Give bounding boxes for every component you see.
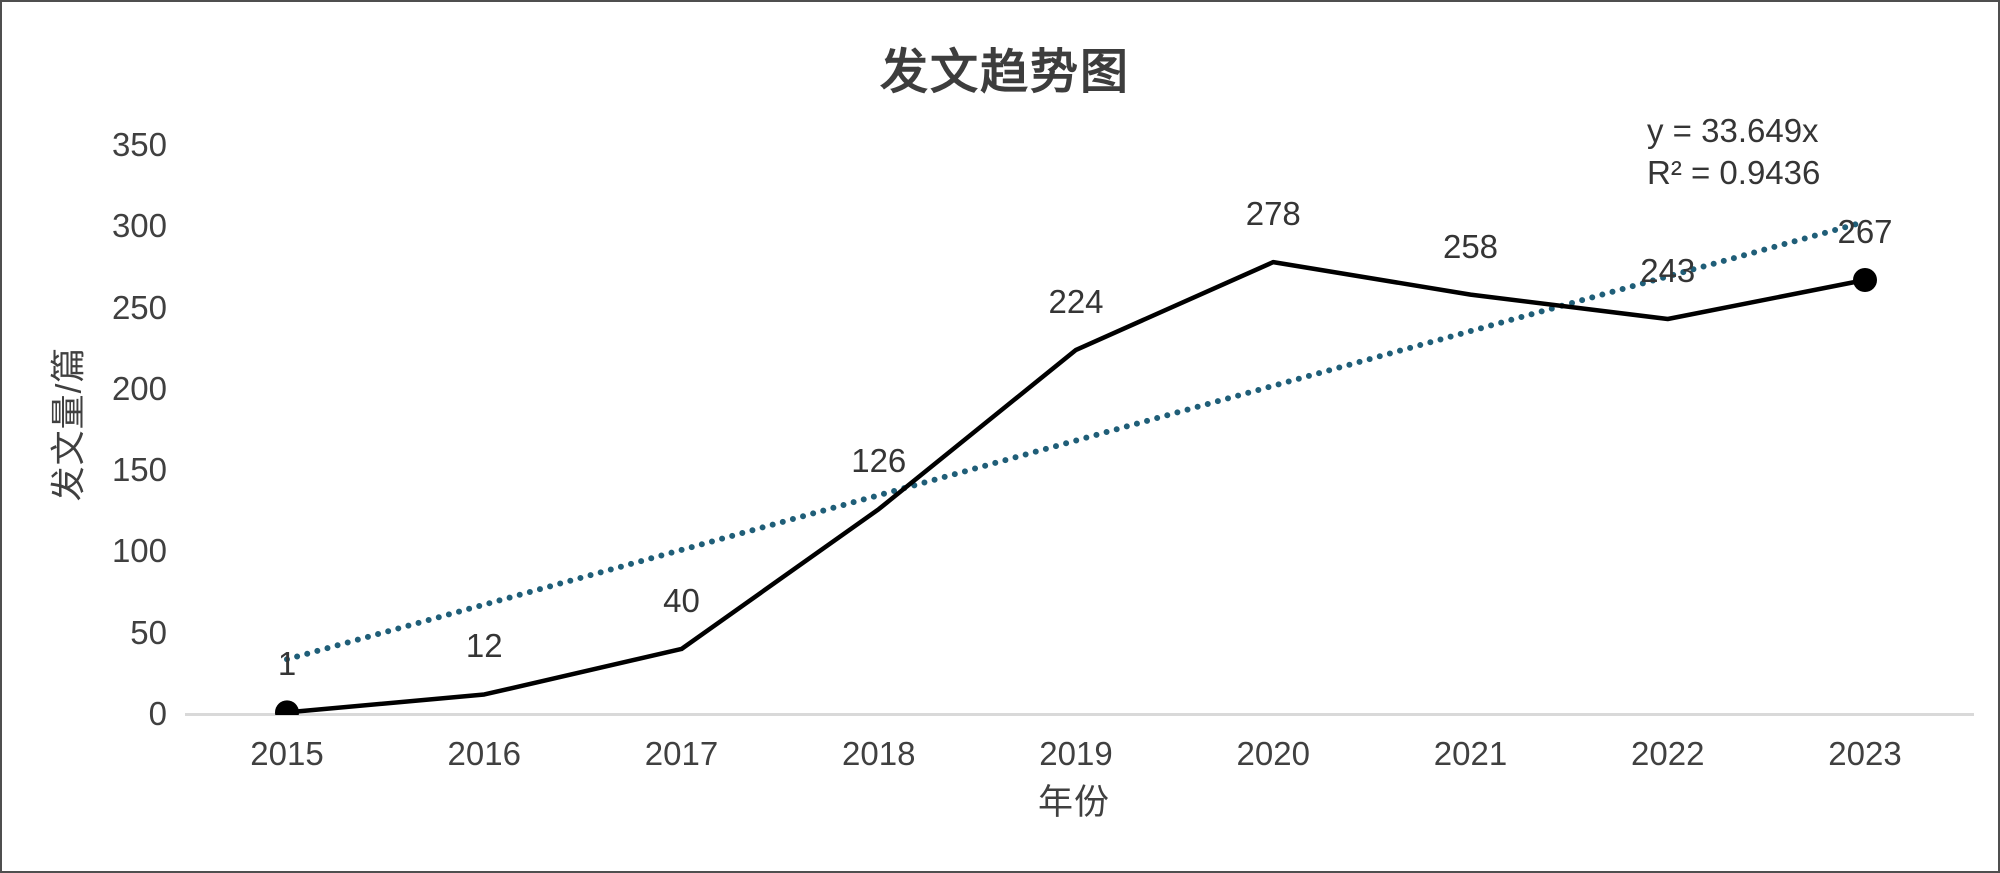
data-label: 1: [277, 645, 297, 683]
x-tick-label: 2019: [1039, 735, 1113, 772]
x-tick-label: 2017: [644, 735, 719, 772]
series-line: [284, 259, 1868, 715]
x-tick-label: 2016: [447, 735, 521, 772]
data-label: 40: [663, 581, 700, 619]
x-tick-label: 2021: [1433, 735, 1508, 772]
y-tick-label: 350: [111, 126, 167, 164]
trendline-annotation: y = 33.649x R² = 0.9436: [1647, 110, 1820, 194]
y-tick-label: 250: [111, 288, 167, 326]
x-tick-label: 2023: [1828, 735, 1902, 772]
data-label: 126: [851, 442, 907, 480]
y-tick-label: 200: [111, 369, 167, 407]
y-tick-label: 300: [111, 207, 167, 245]
data-point-marker: [1853, 267, 1877, 292]
chart-title: 发文趋势图: [879, 46, 1131, 99]
trendline-equation: y = 33.649x: [1647, 112, 1819, 149]
y-tick-label: 100: [111, 532, 167, 570]
x-tick-label: 2022: [1631, 735, 1705, 772]
x-axis-title: 年份: [1037, 783, 1111, 822]
trendline: [284, 218, 1868, 663]
y-tick-label: 0: [148, 695, 167, 732]
data-label: 224: [1048, 282, 1104, 320]
data-point-marker: [275, 700, 299, 715]
trendline-r-squared: R² = 0.9436: [1647, 154, 1821, 191]
data-label: 243: [1640, 252, 1696, 289]
data-label: 267: [1837, 212, 1893, 250]
y-tick-label: 150: [111, 451, 167, 489]
y-tick-label: 50: [130, 613, 167, 651]
x-tick-label: 2015: [250, 735, 324, 772]
x-tick-label: 2020: [1236, 735, 1310, 772]
x-tick-label: 2018: [842, 735, 916, 772]
data-label: 258: [1442, 227, 1499, 265]
data-label: 12: [465, 627, 503, 665]
data-label: 278: [1245, 195, 1301, 233]
